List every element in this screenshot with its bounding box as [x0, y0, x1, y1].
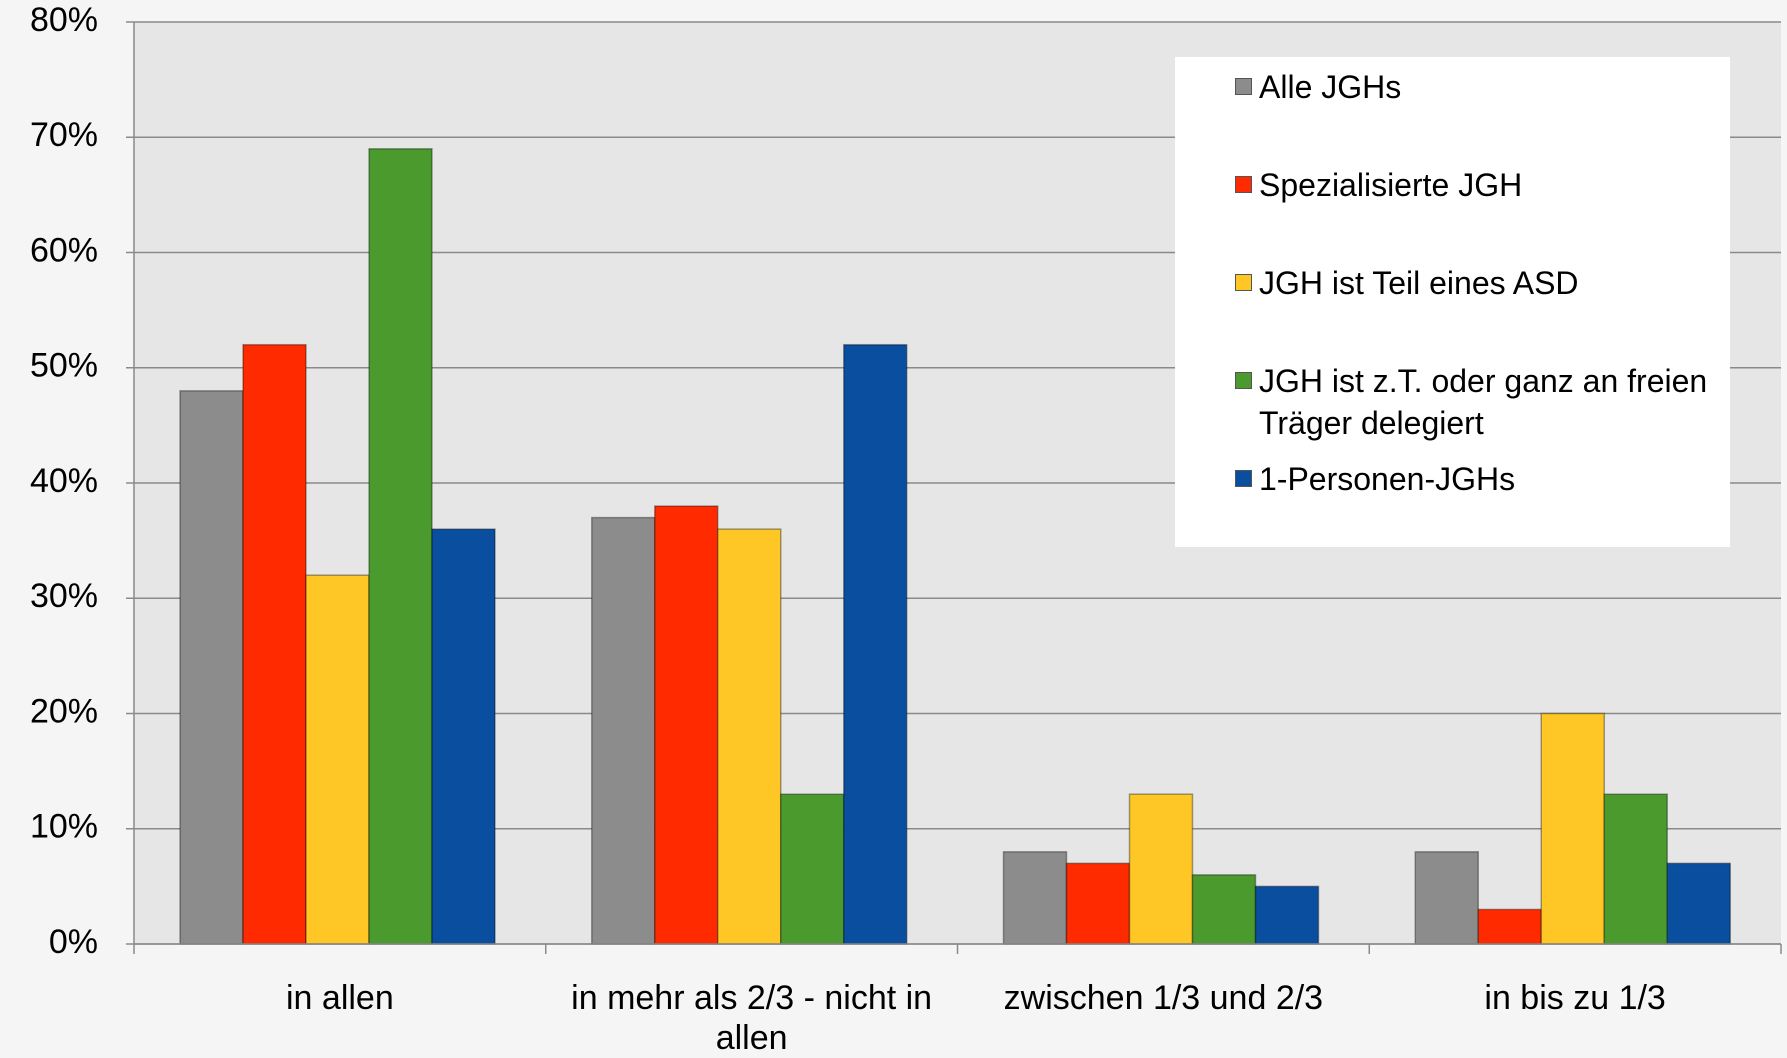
y-tick-label: 20% [30, 692, 98, 730]
bar [1666, 862, 1731, 945]
bar [780, 793, 845, 945]
bar [1603, 793, 1668, 945]
legend-swatch [1235, 274, 1252, 291]
legend-label: Spezialisierte JGH [1259, 167, 1523, 203]
y-tick-label: 50% [30, 347, 98, 385]
bar [1191, 874, 1257, 945]
bar [1065, 862, 1131, 945]
bar [1414, 851, 1479, 945]
y-tick-label: 70% [30, 116, 98, 154]
legend-label: 1-Personen-JGHs [1259, 461, 1516, 497]
y-tick-label: 0% [49, 923, 98, 961]
x-tick-label: in mehr als 2/3 - nicht in allen [571, 979, 933, 1057]
bar [1254, 885, 1320, 945]
bar [843, 343, 908, 945]
legend: Alle JGHs Spezialisierte JGH JGH ist Teil … [1175, 57, 1730, 547]
legend-swatch [1235, 78, 1252, 95]
bar [1540, 712, 1605, 945]
legend-label: Alle JGHs [1259, 69, 1402, 105]
bar [179, 390, 244, 945]
x-tick-label: in allen [286, 979, 394, 1017]
bar [591, 516, 656, 945]
bar [717, 528, 782, 945]
legend-swatch [1235, 176, 1252, 193]
bar [1477, 908, 1542, 945]
bar [1002, 851, 1068, 945]
bar [431, 528, 496, 945]
y-tick-label: 60% [30, 231, 98, 269]
bar [654, 505, 719, 945]
bar [242, 343, 307, 945]
y-tick-label: 10% [30, 808, 98, 846]
legend-label: JGH ist z.T. oder ganz an freien Träger … [1259, 363, 1708, 441]
legend-swatch [1235, 372, 1252, 389]
x-tick-label: in bis zu 1/3 [1484, 979, 1666, 1017]
bar [305, 574, 370, 945]
bar [368, 148, 433, 945]
bar [1128, 793, 1194, 945]
y-tick-label: 40% [30, 462, 98, 500]
x-tick-label: zwischen 1/3 und 2/3 [1003, 979, 1324, 1017]
y-tick-label: 30% [30, 577, 98, 615]
legend-label: JGH ist Teil eines ASD [1259, 265, 1579, 301]
legend-swatch [1235, 470, 1252, 487]
y-tick-label: 80% [30, 1, 98, 39]
